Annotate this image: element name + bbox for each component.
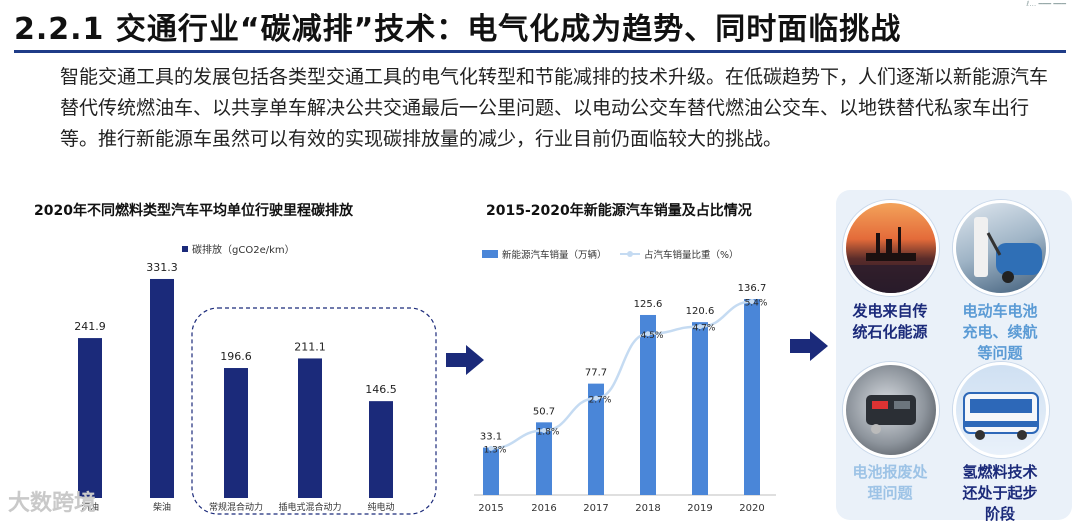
bar-value-label: 33.1 [480, 432, 502, 443]
sales-combo-chart: 新能源汽车销量（万辆） 占汽车销量比重（%） 33.1 2015 50.7 2016 77.… [474, 249, 776, 514]
corner-mark: ℓ… ━━━ ━━━ [1026, 0, 1066, 8]
bar-value-label: 77.7 [585, 368, 607, 379]
x-tick-label: 插电式混合动力 [278, 501, 341, 513]
grouping-box [191, 307, 437, 515]
share-line [490, 300, 753, 450]
emission-bar [369, 401, 393, 498]
watermark: 大数跨境 [8, 491, 97, 516]
emission-bar [298, 358, 322, 498]
challenge-line: 充电、续航 [962, 323, 1038, 341]
challenge-line: 阶段 [984, 505, 1015, 523]
bar-value-label: 120.6 [686, 306, 715, 317]
challenge-line: 理问题 [867, 484, 913, 502]
challenge-line: 氢燃料技术 [962, 463, 1038, 481]
bar-value-label: 125.6 [634, 299, 663, 310]
share-point [645, 331, 651, 337]
title-divider [14, 50, 1066, 53]
challenge-line: 统石化能源 [852, 323, 928, 341]
share-point [697, 324, 703, 330]
share-label: 4.5% [641, 331, 664, 341]
bar-value-label: 331.3 [146, 261, 178, 274]
bar-value-label: 196.6 [220, 350, 252, 363]
x-tick-label: 2016 [531, 503, 556, 514]
challenge-line: 还处于起步 [962, 484, 1038, 502]
bar-value-label: 241.9 [74, 320, 106, 333]
sales-bar [536, 422, 552, 495]
bar-value-label: 50.7 [533, 406, 555, 417]
hydrogen-bus-photo [953, 362, 1049, 458]
challenge-label-power: 发电来自传 统石化能源 [830, 301, 950, 343]
page-title: 2.2.1 交通行业“碳减排”技术：电气化成为趋势、同时面临挑战 [14, 12, 902, 47]
sales-chart-title: 2015-2020年新能源汽车销量及占比情况 [486, 203, 752, 219]
right-arrow-icon [790, 331, 828, 361]
ev-charging-photo [953, 200, 1049, 296]
share-point [488, 445, 494, 451]
share-label: 5.4% [745, 299, 768, 309]
challenge-label-battery: 电池报废处 理问题 [830, 462, 950, 504]
legend-label: 新能源汽车销量（万辆） [502, 249, 607, 261]
emission-bar-chart: 碳排放（gCO2e/km） 241.9 汽油 331.3 柴油 196.6 常规混合动力 21… [74, 243, 437, 515]
x-tick-label: 常规混合动力 [209, 501, 263, 513]
legend-swatch [182, 246, 188, 252]
challenge-line: 等问题 [977, 344, 1023, 362]
x-tick-label: 2015 [478, 503, 503, 514]
power-plant-sunset-photo [843, 200, 939, 296]
right-arrow-icon [446, 345, 484, 375]
legend-label: 占汽车销量比重（%） [644, 249, 739, 261]
share-point [593, 395, 599, 401]
x-tick-label: 2019 [687, 503, 712, 514]
x-tick-label: 2018 [635, 503, 660, 514]
sales-bar [692, 322, 708, 495]
legend-swatch [482, 250, 498, 258]
challenge-line: 电池报废处 [852, 463, 928, 481]
emission-chart-title: 2020年不同燃料类型汽车平均单位行驶里程碳排放 [34, 203, 353, 219]
challenge-label-hydrogen: 氢燃料技术 还处于起步 阶段 [940, 462, 1060, 525]
x-tick-label: 汽油 [81, 501, 99, 513]
sales-bar [483, 447, 499, 495]
share-label: 2.7% [589, 395, 612, 405]
share-label: 4.7% [693, 324, 716, 334]
x-tick-label: 纯电动 [367, 501, 394, 513]
x-tick-label: 2017 [583, 503, 608, 514]
legend-label: 碳排放（gCO2e/km） [192, 243, 295, 256]
legend-marker [627, 251, 633, 257]
emission-bar [150, 278, 174, 498]
sales-bar [640, 314, 656, 495]
intro-paragraph: 智能交通工具的发展包括各类型交通工具的电气化转型和节能减排的技术升级。在低碳趋势… [60, 66, 1049, 150]
challenge-line: 电动车电池 [962, 302, 1038, 320]
challenge-line: 发电来自传 [852, 302, 928, 320]
sales-bar [588, 383, 604, 495]
battery-engine-photo [843, 362, 939, 458]
bar-value-label: 211.1 [294, 340, 326, 353]
share-point [541, 428, 547, 433]
challenge-label-ev: 电动车电池 充电、续航 等问题 [940, 301, 1060, 364]
emission-bar [78, 338, 102, 498]
bar-value-label: 146.5 [365, 383, 397, 396]
emission-bar [224, 368, 248, 498]
sales-bar [744, 299, 760, 495]
share-point [749, 299, 755, 304]
bar-value-label: 136.7 [738, 283, 767, 294]
x-tick-label: 2020 [739, 503, 764, 514]
share-label: 1.3% [484, 445, 507, 455]
share-label: 1.8% [537, 428, 560, 438]
x-tick-label: 柴油 [153, 501, 171, 513]
